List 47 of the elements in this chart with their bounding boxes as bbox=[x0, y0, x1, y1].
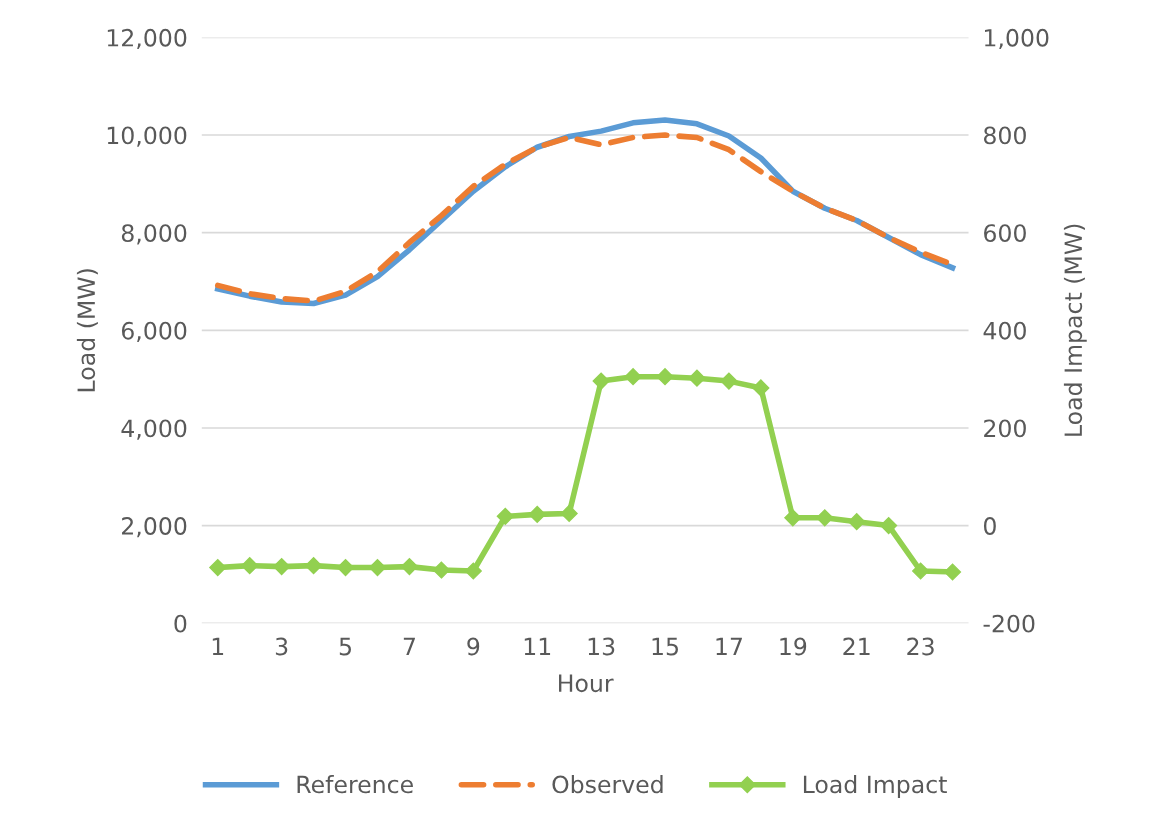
y2-tick-label: -200 bbox=[983, 614, 1035, 633]
point bbox=[496, 507, 514, 525]
y-tick-label: 6,000 bbox=[121, 321, 187, 343]
point bbox=[720, 372, 738, 390]
legend-label: Reference bbox=[297, 775, 413, 794]
point bbox=[784, 509, 802, 527]
point bbox=[816, 509, 834, 527]
y-tick-label: 2,000 bbox=[122, 517, 187, 538]
x-tick-label: 5 bbox=[339, 637, 351, 656]
y-tick-label: 4,000 bbox=[121, 419, 187, 440]
point bbox=[848, 513, 866, 531]
x-tick-label: 21 bbox=[843, 637, 870, 656]
point bbox=[880, 517, 898, 535]
y-tick-label: 8,000 bbox=[121, 224, 187, 245]
y2-tick-label: 200 bbox=[984, 419, 1026, 438]
y2-axis-title: Load Impact (MW) bbox=[1063, 224, 1087, 436]
point bbox=[688, 369, 706, 387]
point bbox=[432, 561, 450, 579]
y2-tick-label: 1,000 bbox=[985, 28, 1049, 50]
point bbox=[464, 562, 482, 580]
x-tick-label: 3 bbox=[275, 637, 288, 656]
y2-tick-label: 800 bbox=[984, 126, 1026, 145]
x-tick-label: 19 bbox=[780, 637, 807, 656]
y2-tick-label: 600 bbox=[984, 224, 1026, 242]
point bbox=[592, 372, 610, 390]
point bbox=[912, 562, 930, 580]
x-tick-label: 1 bbox=[212, 637, 224, 656]
y-tick-label: 12,000 bbox=[107, 28, 187, 50]
y2-tick-label: 400 bbox=[983, 321, 1026, 340]
y-axis-title: Load (MW) bbox=[76, 269, 98, 392]
point bbox=[305, 557, 323, 575]
x-tick-label: 15 bbox=[652, 637, 678, 656]
x-tick-label: 9 bbox=[467, 637, 480, 656]
point bbox=[624, 368, 642, 386]
x-tick-label: 11 bbox=[524, 637, 551, 656]
point bbox=[752, 379, 770, 397]
y2-tick-label: 0 bbox=[983, 517, 996, 535]
point bbox=[656, 368, 674, 386]
x-tick-label: 23 bbox=[907, 637, 934, 656]
x-tick-label: 13 bbox=[588, 637, 615, 656]
x-tick-label: 17 bbox=[716, 637, 742, 656]
y-tick-label: 0 bbox=[174, 614, 187, 633]
x-tick-label: 7 bbox=[403, 637, 415, 656]
legend-label: Observed bbox=[552, 775, 663, 794]
y-tick-label: 10,000 bbox=[107, 126, 187, 147]
x-axis-title: Hour bbox=[559, 674, 614, 693]
legend-label: Load Impact bbox=[803, 775, 947, 798]
